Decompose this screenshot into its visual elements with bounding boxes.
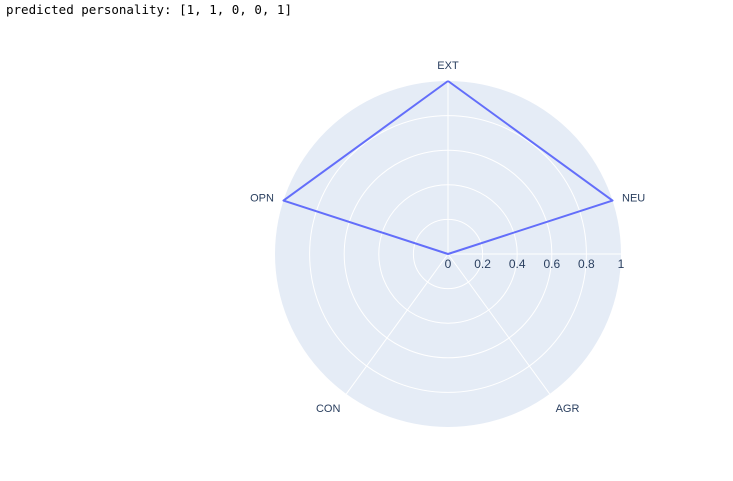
radial-tick-label: 0.2 (474, 257, 491, 271)
category-label-ext: EXT (437, 60, 459, 72)
radial-tick-label: 0 (445, 257, 452, 271)
angular-gridline (447, 253, 551, 395)
category-labels: EXT NEU AGR CON OPN (250, 60, 645, 415)
radial-tick-labels: 0 0.2 0.4 0.6 0.8 1 (445, 257, 625, 271)
series-layer (282, 80, 614, 255)
category-label-opn: OPN (250, 192, 274, 204)
series-line (282, 80, 614, 255)
radial-tick-label: 0.8 (578, 257, 595, 271)
category-label-agr: AGR (556, 403, 580, 415)
angular-gridline (345, 253, 449, 395)
radial-tick-label: 0.6 (543, 257, 560, 271)
cell-output-text: predicted personality: [1, 1, 0, 0, 1] (6, 2, 292, 17)
radial-tick-label: 1 (618, 257, 625, 271)
category-label-con: CON (316, 403, 341, 415)
category-label-neu: NEU (622, 192, 645, 204)
radial-tick-label: 0.4 (509, 257, 526, 271)
